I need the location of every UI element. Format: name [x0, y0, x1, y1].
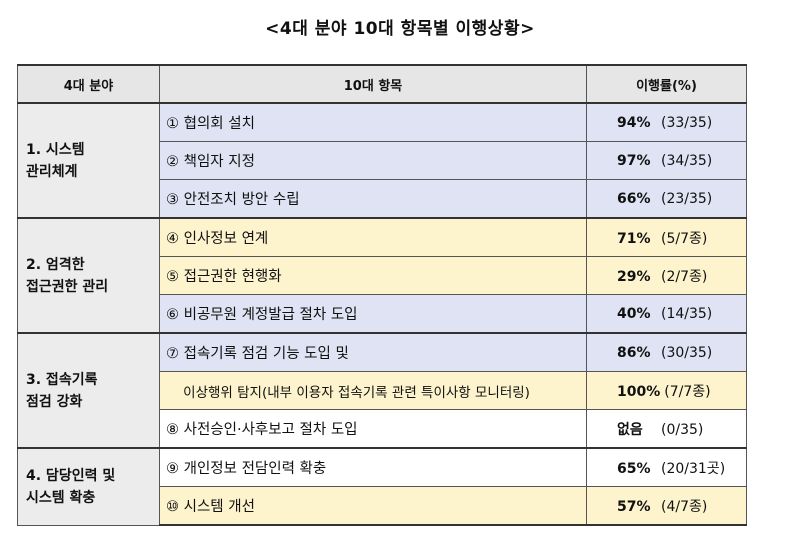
- rate-count: (34/35): [661, 152, 713, 169]
- category-cell: 3. 접속기록 점검 강화: [17, 332, 160, 449]
- rate-percent: 40%: [617, 305, 651, 322]
- rate-percent: 29%: [617, 268, 651, 285]
- category-cell: 1. 시스템 관리체계: [17, 102, 160, 219]
- table-header-row: 4대 분야 10대 항목 이행률(%): [17, 64, 747, 104]
- table-row: ⑩ 시스템 개선 57% (4/7종): [18, 486, 747, 526]
- table-body: 1. 시스템 관리체계 ① 협의회 설치 94% (33/35) ② 책임자 지정…: [17, 102, 747, 526]
- rate-cell: 없음 (0/35): [586, 409, 747, 449]
- item-cell: ③ 안전조치 방안 수립: [159, 179, 587, 219]
- rate-cell: 97% (34/35): [586, 141, 747, 180]
- rate-count: (7/7종): [664, 383, 711, 400]
- rate-percent: 94%: [617, 114, 651, 131]
- item-cell: ① 협의회 설치: [159, 102, 587, 142]
- item-cell: ④ 인사정보 연계: [159, 217, 587, 257]
- item-cell: ⑤ 접근권한 현행화: [159, 256, 587, 295]
- rate-cell: 86% (30/35): [586, 332, 747, 372]
- header-area: 4대 분야: [17, 64, 160, 104]
- rate-count: (23/35): [661, 190, 713, 207]
- table-row: 1. 시스템 관리체계 ① 협의회 설치 94% (33/35): [17, 102, 747, 219]
- table-row: ② 책임자 지정 97% (34/35): [18, 141, 747, 180]
- header-rate: 이행률(%): [586, 64, 747, 104]
- rate-cell: 71% (5/7종): [586, 217, 747, 257]
- rate-cell: 40% (14/35): [586, 294, 747, 334]
- item-cell: ⑧ 사전승인·사후보고 절차 도입: [159, 409, 587, 449]
- rate-percent: 100%: [617, 383, 661, 400]
- header-item: 10대 항목: [159, 64, 587, 104]
- rate-count: (20/31곳): [661, 460, 726, 477]
- rate-count: (0/35): [661, 421, 704, 438]
- rate-count: (5/7종): [661, 230, 708, 247]
- item-cell: ⑨ 개인정보 전담인력 확충: [159, 447, 587, 487]
- category-cell: 2. 엄격한 접근권한 관리: [17, 217, 160, 334]
- page-title: <4대 분야 10대 항목별 이행상황>: [265, 19, 535, 39]
- rate-count: (4/7종): [661, 498, 708, 515]
- table-row: 3. 접속기록 점검 강화 ⑦ 접속기록 점검 기능 도입 및 86% (30/3…: [17, 332, 747, 449]
- rate-percent: 86%: [617, 344, 651, 361]
- rate-count: (33/35): [661, 114, 713, 131]
- item-cell: ⑥ 비공무원 계정발급 절차 도입: [159, 294, 587, 334]
- rate-cell: 65% (20/31곳): [586, 447, 747, 487]
- rate-percent: 66%: [617, 190, 651, 207]
- rate-cell: 29% (2/7종): [586, 256, 747, 295]
- table-row: ⑤ 접근권한 현행화 29% (2/7종): [18, 256, 747, 295]
- table-row: ⑧ 사전승인·사후보고 절차 도입 없음 (0/35): [18, 409, 747, 449]
- rate-count: (2/7종): [661, 268, 708, 285]
- item-cell: ⑦ 접속기록 점검 기능 도입 및: [159, 332, 587, 372]
- category-cell: 4. 담당인력 및 시스템 확충: [17, 447, 160, 526]
- rate-cell: 57% (4/7종): [586, 486, 747, 526]
- rate-cell: 100% (7/7종): [586, 371, 747, 410]
- rate-percent: 97%: [617, 152, 651, 169]
- table-row: 2. 엄격한 접근권한 관리 ④ 인사정보 연계 71% (5/7종): [17, 217, 747, 334]
- item-cell: ⑩ 시스템 개선: [159, 486, 587, 526]
- table-row: ⑥ 비공무원 계정발급 절차 도입 40% (14/35): [18, 294, 747, 334]
- table-row: 이상행위 탐지(내부 이용자 접속기록 관련 특이사항 모니터링) 100% (7…: [18, 371, 747, 410]
- rate-percent: 57%: [617, 498, 651, 515]
- rate-percent: 65%: [617, 460, 651, 477]
- item-cell: ② 책임자 지정: [159, 141, 587, 180]
- rate-count: (30/35): [661, 344, 713, 361]
- table-row: ③ 안전조치 방안 수립 66% (23/35): [18, 179, 747, 219]
- table-row: 4. 담당인력 및 시스템 확충 ⑨ 개인정보 전담인력 확충 65% (20/3…: [17, 447, 747, 526]
- rate-percent: 71%: [617, 230, 651, 247]
- rate-cell: 66% (23/35): [586, 179, 747, 219]
- implementation-status-table: 4대 분야 10대 항목 이행률(%) 1. 시스템 관리체계 ① 협의회 설치…: [17, 64, 747, 526]
- item-cell: 이상행위 탐지(내부 이용자 접속기록 관련 특이사항 모니터링): [159, 371, 587, 410]
- rate-percent: 없음: [617, 421, 643, 438]
- rate-cell: 94% (33/35): [586, 102, 747, 142]
- rate-count: (14/35): [661, 305, 713, 322]
